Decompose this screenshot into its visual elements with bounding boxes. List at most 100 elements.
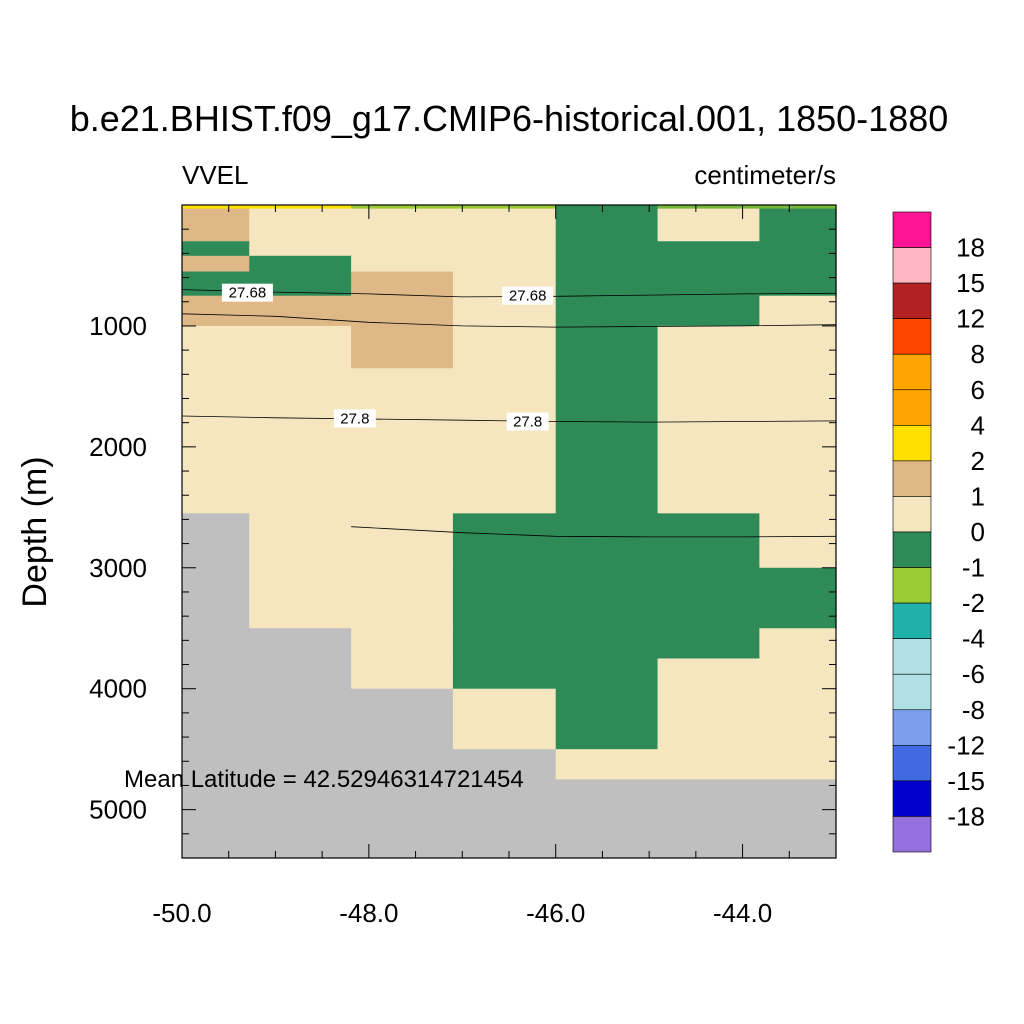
- data-cell: [657, 325, 760, 369]
- data-cell: [249, 628, 352, 660]
- chart-title: b.e21.BHIST.f09_g17.CMIP6-historical.001…: [70, 98, 949, 139]
- data-cell: [555, 295, 659, 327]
- colorbar-label: 6: [971, 375, 985, 405]
- colorbar-label: -18: [947, 801, 985, 831]
- y-tick-label: 4000: [89, 674, 147, 704]
- data-cell: [351, 513, 454, 569]
- variable-label: VVEL: [182, 160, 249, 190]
- colorbar-swatch: [892, 638, 932, 675]
- y-tick-label: 5000: [89, 795, 147, 825]
- data-cell: [657, 658, 760, 690]
- data-cell: [657, 241, 760, 257]
- colorbar-swatch: [892, 389, 932, 426]
- data-cell: [555, 325, 659, 369]
- colorbar-swatch: [892, 353, 932, 391]
- x-tick-label: -48.0: [339, 898, 398, 928]
- data-cell: [182, 255, 250, 273]
- data-cell: [452, 241, 557, 257]
- data-cell: [555, 205, 659, 210]
- colorbar-swatch: [892, 318, 932, 355]
- data-cell: [759, 208, 837, 242]
- contour-label-box: [502, 286, 554, 305]
- data-cell: [452, 208, 557, 242]
- data-cell: [182, 749, 250, 780]
- colorbar-swatch: [892, 567, 932, 604]
- data-cell: [555, 779, 659, 859]
- data-cell: [182, 567, 250, 629]
- data-cell: [249, 779, 352, 859]
- contour-label: 27.68: [509, 288, 547, 305]
- data-cell: [249, 513, 352, 569]
- data-cell: [452, 368, 557, 514]
- contour-line: [351, 526, 837, 538]
- data-cell: [555, 241, 659, 257]
- data-cell: [182, 368, 250, 514]
- data-cell: [759, 271, 837, 297]
- data-cell: [657, 255, 760, 273]
- y-axis-label: Depth (m): [16, 456, 54, 607]
- data-cell: [555, 271, 659, 297]
- data-cell: [182, 208, 250, 242]
- data-cell: [249, 749, 352, 780]
- data-cell: [351, 628, 454, 660]
- data-cell: [351, 779, 454, 859]
- colorbar-label: -1: [962, 553, 985, 583]
- colorbar-label: -15: [947, 766, 985, 796]
- data-cell: [657, 271, 760, 297]
- data-cell: [555, 749, 659, 780]
- colorbar-swatch: [892, 425, 932, 462]
- data-cell: [249, 208, 352, 242]
- data-cell: [249, 658, 352, 690]
- units-label: centimeter/s: [694, 160, 836, 190]
- x-tick-label: -46.0: [526, 898, 585, 928]
- data-cell: [452, 779, 557, 859]
- data-cell: [657, 779, 760, 859]
- data-cell: [555, 368, 659, 514]
- colorbar-label: -2: [962, 588, 985, 618]
- contour-label-box: [221, 283, 273, 302]
- colorbar-label: 0: [971, 517, 985, 547]
- data-cell: [759, 255, 837, 273]
- data-cell: [249, 205, 352, 210]
- colorbar-label: 2: [971, 446, 985, 476]
- colorbar-swatch: [892, 211, 932, 248]
- data-cell: [555, 208, 659, 242]
- data-cell: [759, 513, 837, 569]
- data-cell: [452, 688, 557, 750]
- mean-latitude-annotation: Mean Latitude = 42.52946314721454: [124, 766, 524, 793]
- contour-line: [181, 313, 837, 328]
- data-cell: [759, 779, 837, 859]
- data-cell: [657, 368, 760, 514]
- contour-label: 27.68: [229, 285, 267, 302]
- colorbar-label: 12: [956, 304, 985, 334]
- colorbar-swatch: [892, 709, 932, 746]
- data-cell: [759, 295, 837, 327]
- data-cell: [351, 368, 454, 514]
- data-cell: [249, 241, 352, 257]
- data-cell: [759, 325, 837, 369]
- data-cell: [759, 205, 837, 210]
- data-cell: [657, 749, 760, 780]
- colorbar-swatch: [892, 745, 932, 782]
- data-cell: [182, 513, 250, 569]
- colorbar-label: -6: [962, 659, 985, 689]
- data-cell: [452, 628, 557, 660]
- colorbar-label: -4: [962, 624, 985, 654]
- data-cell: [759, 688, 837, 750]
- data-cell: [452, 567, 557, 629]
- data-cell: [351, 205, 454, 210]
- data-cell: [351, 658, 454, 690]
- data-cell: [182, 779, 250, 859]
- data-cell: [555, 513, 659, 569]
- colorbar: 18 15 12 8 6 4 2 1 0 -1 -2 -4 -6 -8 -12 -15 -18: [892, 211, 985, 853]
- data-cell: [452, 205, 557, 210]
- y-tick-label: 2000: [89, 432, 147, 462]
- colorbar-swatch: [892, 673, 932, 711]
- data-cell: [452, 325, 557, 369]
- data-cell: [182, 241, 250, 257]
- data-cell: [657, 513, 760, 569]
- data-cell: [555, 628, 659, 660]
- data-cell: [182, 688, 250, 750]
- data-cell: [657, 295, 760, 327]
